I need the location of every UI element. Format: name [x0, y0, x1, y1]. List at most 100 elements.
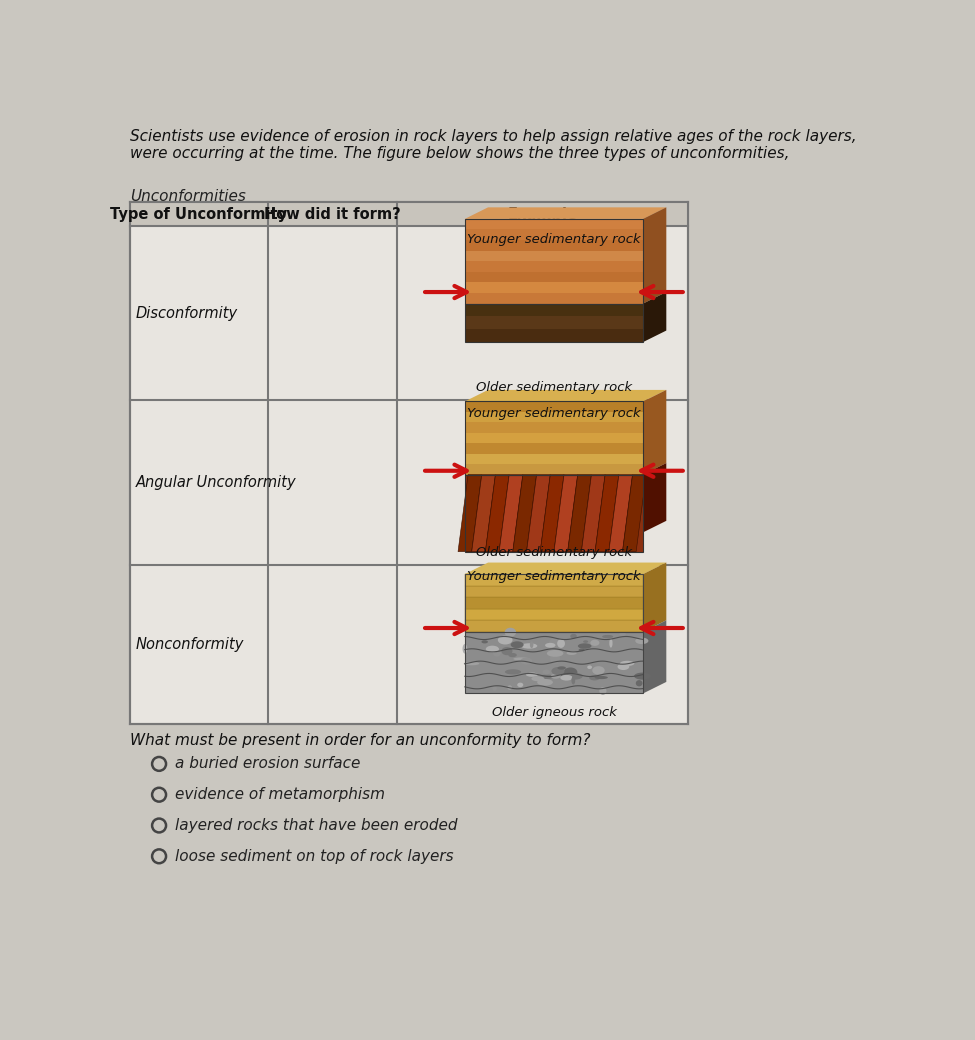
- Ellipse shape: [547, 650, 564, 657]
- Polygon shape: [644, 620, 666, 694]
- Bar: [465, 230, 644, 240]
- Text: were occurring at the time. The figure below shows the three types of unconformi: were occurring at the time. The figure b…: [130, 147, 789, 161]
- Bar: [465, 443, 644, 453]
- Text: Older igneous rock: Older igneous rock: [491, 706, 616, 720]
- Ellipse shape: [464, 661, 480, 666]
- Bar: [465, 632, 644, 694]
- Bar: [465, 218, 644, 304]
- Polygon shape: [595, 474, 619, 551]
- Ellipse shape: [492, 685, 497, 691]
- Ellipse shape: [542, 670, 550, 674]
- Text: a buried erosion surface: a buried erosion surface: [175, 756, 360, 772]
- Bar: [465, 316, 644, 330]
- Ellipse shape: [578, 649, 585, 651]
- Text: layered rocks that have been eroded: layered rocks that have been eroded: [175, 818, 457, 833]
- Bar: [465, 401, 644, 412]
- Bar: [465, 283, 644, 293]
- Ellipse shape: [537, 679, 553, 685]
- Ellipse shape: [539, 675, 555, 679]
- Ellipse shape: [505, 670, 521, 675]
- Ellipse shape: [501, 647, 513, 655]
- Polygon shape: [499, 474, 523, 551]
- Ellipse shape: [498, 635, 513, 645]
- Ellipse shape: [561, 673, 571, 679]
- Polygon shape: [465, 390, 666, 401]
- Polygon shape: [526, 474, 550, 551]
- Ellipse shape: [566, 651, 577, 655]
- Bar: [130, 202, 687, 227]
- Polygon shape: [554, 474, 577, 551]
- Bar: [465, 251, 644, 261]
- Bar: [465, 453, 644, 464]
- Text: evidence of metamorphism: evidence of metamorphism: [175, 787, 384, 802]
- Bar: [130, 202, 687, 724]
- Bar: [465, 293, 644, 304]
- Ellipse shape: [550, 654, 560, 664]
- Bar: [465, 474, 644, 551]
- Ellipse shape: [592, 667, 604, 675]
- Ellipse shape: [545, 643, 556, 648]
- Ellipse shape: [603, 634, 613, 639]
- Ellipse shape: [511, 642, 524, 648]
- Ellipse shape: [558, 667, 565, 670]
- Ellipse shape: [620, 660, 635, 666]
- Text: loose sediment on top of rock layers: loose sediment on top of rock layers: [175, 849, 453, 864]
- Bar: [465, 597, 644, 608]
- Ellipse shape: [462, 644, 467, 653]
- Text: What must be present in order for an unconformity to form?: What must be present in order for an unc…: [130, 733, 590, 748]
- Ellipse shape: [587, 666, 592, 669]
- Ellipse shape: [557, 639, 565, 648]
- Text: Younger sedimentary rock: Younger sedimentary rock: [467, 407, 641, 419]
- Bar: [465, 474, 644, 551]
- Text: How did it form?: How did it form?: [264, 207, 401, 222]
- Bar: [465, 574, 644, 586]
- Ellipse shape: [507, 685, 512, 690]
- Ellipse shape: [600, 687, 606, 695]
- Polygon shape: [644, 207, 666, 304]
- Polygon shape: [465, 207, 666, 218]
- Text: Younger sedimentary rock: Younger sedimentary rock: [467, 570, 641, 582]
- Ellipse shape: [571, 676, 575, 684]
- Bar: [465, 304, 644, 342]
- Ellipse shape: [486, 646, 499, 652]
- Text: Angular Unconformity: Angular Unconformity: [136, 475, 296, 490]
- Text: Unconformities: Unconformities: [130, 189, 246, 205]
- Ellipse shape: [521, 657, 532, 665]
- Ellipse shape: [531, 676, 544, 681]
- Bar: [465, 586, 644, 597]
- Ellipse shape: [566, 673, 583, 679]
- Bar: [465, 464, 644, 474]
- Bar: [465, 271, 644, 283]
- Ellipse shape: [578, 644, 592, 649]
- Polygon shape: [581, 474, 605, 551]
- Ellipse shape: [505, 628, 516, 636]
- Text: Older sedimentary rock: Older sedimentary rock: [476, 382, 632, 394]
- Ellipse shape: [526, 673, 538, 677]
- Bar: [465, 422, 644, 433]
- Text: Older sedimentary rock: Older sedimentary rock: [476, 546, 632, 560]
- Polygon shape: [644, 390, 666, 474]
- Polygon shape: [540, 474, 564, 551]
- Ellipse shape: [551, 674, 561, 679]
- Ellipse shape: [564, 668, 577, 677]
- Bar: [465, 330, 644, 342]
- Ellipse shape: [589, 675, 600, 680]
- Bar: [465, 261, 644, 271]
- Ellipse shape: [619, 632, 626, 636]
- Ellipse shape: [590, 640, 600, 646]
- Text: Type of Unconformity: Type of Unconformity: [110, 207, 288, 222]
- Ellipse shape: [552, 667, 565, 675]
- Text: Disconformity: Disconformity: [136, 306, 238, 321]
- Ellipse shape: [550, 639, 559, 646]
- Text: Younger sedimentary rock: Younger sedimentary rock: [467, 233, 641, 245]
- Polygon shape: [623, 474, 646, 551]
- Ellipse shape: [570, 633, 577, 639]
- Bar: [465, 240, 644, 251]
- Polygon shape: [644, 292, 666, 342]
- Text: Scientists use evidence of erosion in rock layers to help assign relative ages o: Scientists use evidence of erosion in ro…: [130, 129, 856, 144]
- Ellipse shape: [513, 657, 529, 660]
- Ellipse shape: [482, 641, 488, 644]
- Bar: [465, 620, 644, 632]
- Ellipse shape: [493, 649, 501, 656]
- Polygon shape: [644, 563, 666, 632]
